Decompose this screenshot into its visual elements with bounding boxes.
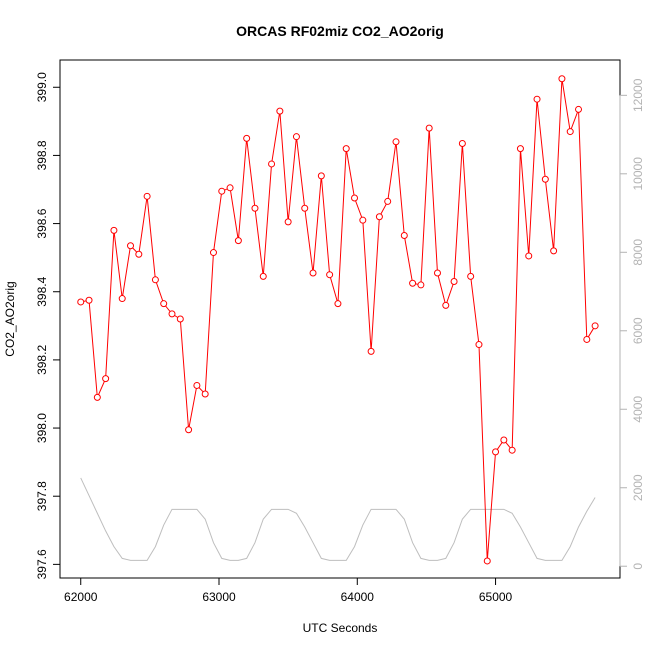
y-axis-label: CO2_AO2orig — [3, 281, 17, 356]
x-axis: 62000 63000 64000 65000 — [64, 577, 513, 604]
co2-data-point — [276, 107, 284, 115]
co2-data-point — [110, 226, 118, 234]
co2-data-point — [475, 341, 483, 349]
co2-data-point — [351, 194, 359, 202]
co2-data-point — [93, 393, 101, 401]
co2-data-point — [77, 298, 85, 306]
co2-data-point — [516, 145, 524, 153]
co2-data-point — [193, 381, 201, 389]
co2-data-point — [558, 75, 566, 83]
co2-data-point — [160, 300, 168, 308]
co2-data-point — [251, 204, 259, 212]
co2-data-point — [143, 192, 151, 200]
co2-data-point — [375, 213, 383, 221]
co2-data-point — [102, 375, 110, 383]
co2-data-point — [409, 279, 417, 287]
chart-title: ORCAS RF02miz CO2_AO2orig — [236, 23, 444, 39]
co2-data-point — [541, 175, 549, 183]
y2-tick-label: 12000 — [631, 78, 645, 112]
co2-data-point — [127, 242, 135, 250]
co2-data-point — [575, 105, 583, 113]
co2-data-point — [284, 218, 292, 226]
co2-data-point — [176, 315, 184, 323]
co2-data-point — [334, 300, 342, 308]
x-tick-label: 64000 — [341, 590, 375, 604]
co2-data-point — [301, 204, 309, 212]
x-axis-label: UTC Seconds — [303, 621, 378, 635]
co2-data-point — [218, 187, 226, 195]
co2-data-point — [317, 172, 325, 180]
co2-data-point — [525, 252, 533, 260]
co2-data-point — [508, 446, 516, 454]
co2-data-point — [85, 296, 93, 304]
y2-tick-label: 2000 — [631, 474, 645, 501]
co2-data-point — [400, 232, 408, 240]
co2-data-point — [433, 269, 441, 277]
co2-data-point — [309, 269, 317, 277]
co2-data-point — [550, 247, 558, 255]
co2-data-point — [185, 426, 193, 434]
y2-tick-label: 4000 — [631, 396, 645, 423]
co2-data-point — [268, 160, 276, 168]
co2-data-point — [226, 184, 234, 192]
co2-data-point — [234, 237, 242, 245]
x-tick-label: 63000 — [202, 590, 236, 604]
y-tick-label: 398.2 — [35, 345, 49, 375]
co2-data-point — [392, 138, 400, 146]
co2-data-point — [384, 197, 392, 205]
series-secondary — [80, 477, 596, 561]
co2-data-point — [135, 250, 143, 258]
co2-data-point — [566, 128, 574, 136]
co2-data-point — [292, 133, 300, 141]
y2-tick-label: 10000 — [631, 157, 645, 191]
y2-tick-label: 8000 — [631, 239, 645, 266]
co2-data-point — [417, 281, 425, 289]
co2-data-point — [151, 276, 159, 284]
y2-axis: 0 2000 4000 6000 8000 10000 12000 — [619, 78, 645, 570]
plot-area-frame — [59, 59, 621, 579]
x-tick-label: 62000 — [64, 590, 98, 604]
co2-data-point — [118, 295, 126, 303]
co2-data-point — [209, 249, 217, 257]
x-tick-label: 65000 — [479, 590, 513, 604]
co2-data-point — [359, 216, 367, 224]
y-tick-label: 399.0 — [35, 72, 49, 102]
co2-data-point — [425, 124, 433, 132]
co2-data-point — [367, 347, 375, 355]
y-axis: 397.6 397.8 398.0 398.2 398.4 398.6 398.8 399.0 — [35, 72, 61, 579]
y2-tick-label: 6000 — [631, 317, 645, 344]
secondary-series-line — [80, 477, 596, 561]
co2-data-point — [442, 301, 450, 309]
y-tick-label: 398.6 — [35, 208, 49, 238]
co2-data-point — [243, 134, 251, 142]
co2-data-point — [483, 557, 491, 565]
co2-data-point — [342, 145, 350, 153]
co2-data-point — [467, 272, 475, 280]
y-tick-label: 397.6 — [35, 549, 49, 579]
co2-data-point — [458, 139, 466, 147]
co2-data-point — [583, 335, 591, 343]
y-tick-label: 398.4 — [35, 276, 49, 306]
co2-data-point — [259, 272, 267, 280]
co2-data-point — [500, 436, 508, 444]
co2-data-point — [492, 448, 500, 456]
y-tick-label: 398.8 — [35, 140, 49, 170]
co2-data-point — [168, 310, 176, 318]
y2-tick-label: 0 — [631, 563, 645, 570]
co2-data-point — [591, 322, 599, 330]
co2-data-point — [533, 95, 541, 103]
y-tick-label: 397.8 — [35, 481, 49, 511]
co2-data-point — [201, 390, 209, 398]
co2-series-line — [80, 78, 596, 561]
co2-data-point — [450, 278, 458, 286]
y-tick-label: 398.0 — [35, 413, 49, 443]
series-primary — [77, 75, 599, 565]
co2-data-point — [326, 271, 334, 279]
